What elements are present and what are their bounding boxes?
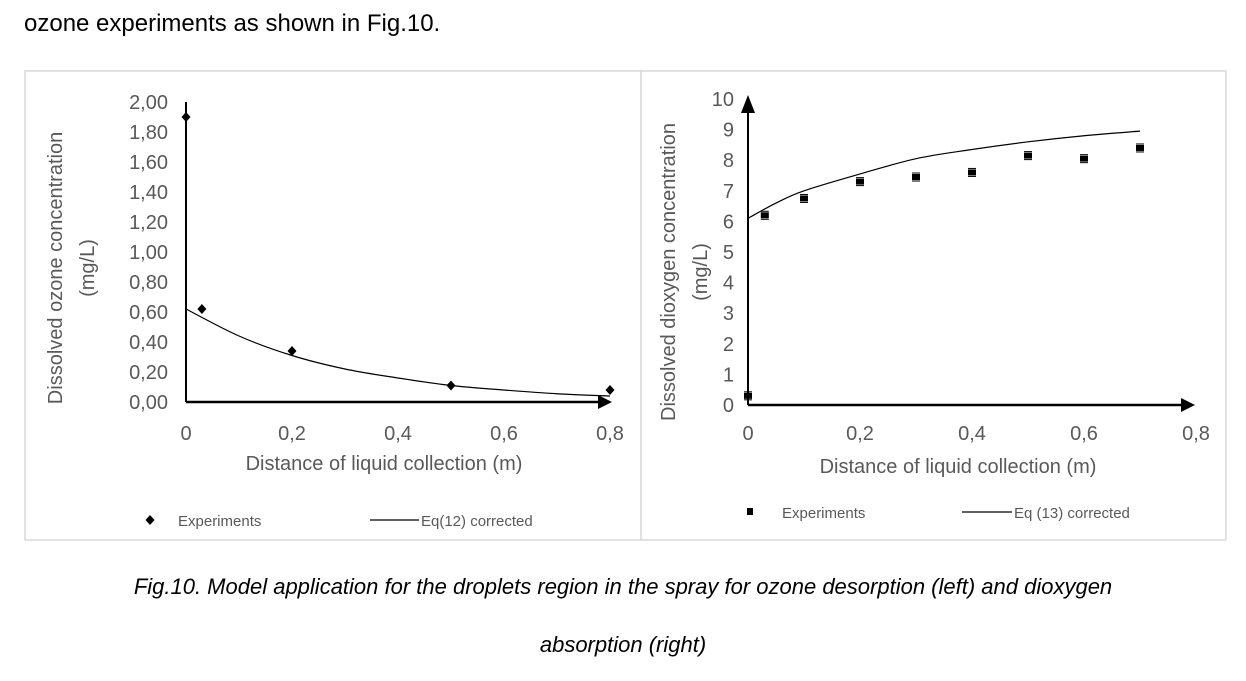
data-point-marker [800, 195, 808, 202]
model-curve [185, 308, 611, 397]
y-axis-arrow-icon [741, 95, 755, 113]
chart-frame [24, 70, 642, 541]
legend-marker-experiments [145, 515, 155, 525]
figure-caption-line-2: absorption (right) [539, 632, 707, 657]
data-point-marker [856, 178, 864, 185]
data-point [800, 193, 808, 203]
data-point [181, 112, 191, 122]
y-tick-label: 4 [723, 273, 734, 295]
y-axis-label-unit: (mg/L) [77, 239, 99, 297]
y-tick-label: 1,20 [129, 212, 168, 234]
y-tick-label: 2,00 [129, 92, 168, 114]
x-axis-label: Distance of liquid collection (m) [246, 453, 523, 475]
data-point-marker [760, 212, 769, 219]
y-axis-label: Dissolved ozone concentration [45, 132, 67, 404]
data-point-marker [968, 169, 976, 176]
legend-label-experiments: Experiments [782, 505, 865, 522]
y-tick-label: 1,80 [129, 122, 168, 144]
data-point [912, 172, 920, 182]
legend-label-model: Eq (13) corrected [1014, 505, 1130, 522]
data-point [1136, 143, 1144, 153]
x-axis-arrow-icon [598, 395, 612, 409]
legend: Experiments Eq (13) corrected [747, 505, 1130, 522]
legend-label-model: Eq(12) corrected [421, 513, 533, 530]
ozone-chart: 0,000,200,400,600,801,001,201,401,601,80… [24, 70, 642, 541]
figure-caption-line-1: Fig.10. Model application for the drople… [133, 574, 1113, 599]
y-tick-label: 1 [723, 364, 734, 386]
x-tick-label: 0 [742, 423, 753, 445]
x-tick-label: 0,4 [384, 423, 412, 445]
chart-frame [640, 70, 1227, 541]
y-axis-label-unit: (mg/L) [690, 243, 712, 301]
y-tick-label: 0,60 [129, 302, 168, 324]
data-point-marker [912, 174, 920, 181]
x-tick-label: 0,6 [1070, 423, 1098, 445]
data-point [1080, 154, 1088, 164]
y-tick-label: 8 [723, 150, 734, 172]
x-tick-label: 0,8 [1182, 423, 1210, 445]
x-axis-label: Distance of liquid collection (m) [820, 456, 1097, 478]
x-tick-label: 0,8 [596, 423, 624, 445]
data-point [744, 391, 752, 401]
y-tick-label: 5 [723, 242, 734, 264]
data-point-marker [1136, 144, 1144, 151]
y-tick-label: 9 [723, 120, 734, 142]
data-point [968, 167, 976, 177]
y-tick-label: 3 [723, 303, 734, 325]
x-axis-arrow-icon [1181, 398, 1195, 412]
y-tick-label: 6 [723, 211, 734, 233]
y-tick-label: 7 [723, 181, 734, 203]
data-point [605, 385, 615, 395]
x-tick-label: 0,2 [846, 423, 874, 445]
y-tick-label: 1,60 [129, 152, 168, 174]
y-tick-label: 0 [723, 395, 734, 417]
y-axis-label: Dissolved dioxygen concentration [658, 123, 680, 421]
model-curve [747, 130, 1141, 219]
y-tick-label: 0,20 [129, 362, 168, 384]
x-tick-label: 0,6 [490, 423, 518, 445]
data-point [856, 177, 864, 187]
legend-label-experiments: Experiments [178, 513, 261, 530]
y-tick-label: 1,40 [129, 182, 168, 204]
data-point-marker [1024, 152, 1032, 159]
y-tick-label: 0,40 [129, 332, 168, 354]
y-tick-label: 0,00 [129, 392, 168, 414]
x-tick-label: 0,2 [278, 423, 306, 445]
data-point-marker [1080, 155, 1088, 162]
intro-text: ozone experiments as shown in Fig.10. [24, 10, 441, 37]
data-point [760, 210, 769, 220]
legend-marker-experiments [747, 508, 753, 515]
x-tick-label: 0 [180, 423, 191, 445]
x-tick-label: 0,4 [958, 423, 986, 445]
y-tick-label: 10 [712, 89, 734, 111]
dioxygen-chart: 0 1 2 3 4 5 6 7 8 9 10 0 0,2 0,4 0,6 0,8 Distance of liq… [640, 70, 1227, 541]
data-point-marker [744, 392, 752, 399]
y-tick-label: 0,80 [129, 272, 168, 294]
data-point [197, 304, 207, 314]
y-tick-label: 1,00 [129, 242, 168, 264]
data-point [287, 346, 297, 356]
y-tick-label: 2 [723, 334, 734, 356]
legend: Experiments Eq(12) corrected [145, 513, 533, 530]
data-point [1024, 151, 1032, 161]
